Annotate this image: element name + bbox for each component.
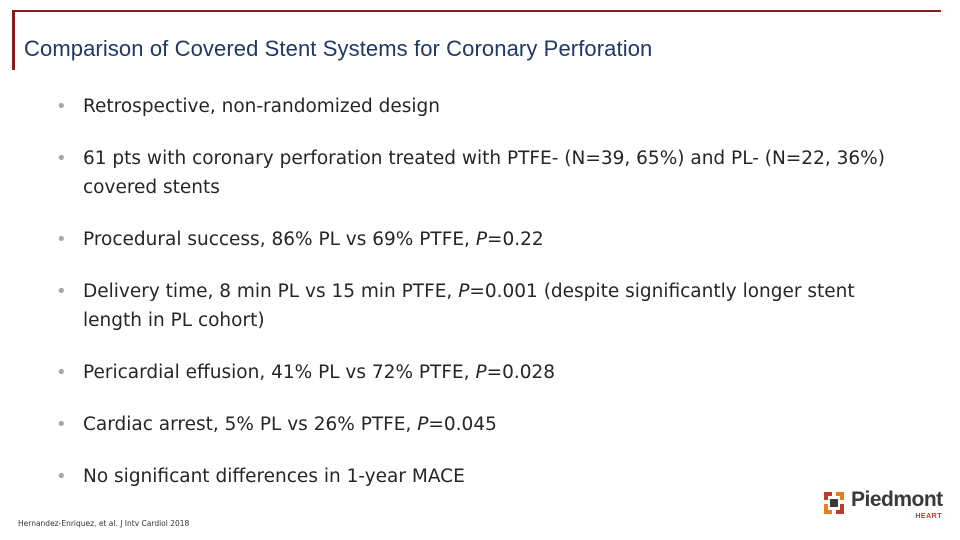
bullet-text: No significant differences in 1-year MAC… <box>83 466 465 487</box>
bullet-dot: • <box>56 281 67 302</box>
bullet-text: 61 pts with coronary perforation treated… <box>83 148 885 198</box>
bullet-dot: • <box>56 362 67 383</box>
bullet-text: Procedural success, 86% PL vs 69% PTFE, <box>83 229 476 250</box>
bullet-dot: • <box>56 96 67 117</box>
bullet-dot: • <box>56 414 67 435</box>
title-frame-top <box>12 10 941 12</box>
bullet-text: Delivery time, 8 min PL vs 15 min PTFE, <box>83 281 459 302</box>
bullet-text: Pericardial effusion, 41% PL vs 72% PTFE… <box>83 362 476 383</box>
slide-title: Comparison of Covered Stent Systems for … <box>24 36 653 61</box>
p-value-label: P <box>458 281 470 302</box>
p-value-label: P <box>475 362 487 383</box>
bullet-item: • Cardiac arrest, 5% PL vs 26% PTFE, P=0… <box>56 410 886 439</box>
bullet-text: Retrospective, non-randomized design <box>83 96 441 117</box>
bullet-dot: • <box>56 466 67 487</box>
bullet-dot: • <box>56 148 67 169</box>
bullet-text: Cardiac arrest, 5% PL vs 26% PTFE, <box>83 414 418 435</box>
p-value: =0.001 (despite significantly longer ste… <box>83 281 855 331</box>
p-value: =0.045 <box>428 414 497 435</box>
p-value-label: P <box>417 414 429 435</box>
bullet-item: • Delivery time, 8 min PL vs 15 min PTFE… <box>56 277 886 335</box>
p-value: =0.22 <box>486 229 544 250</box>
bullet-list: • Retrospective, non-randomized design •… <box>56 92 886 514</box>
title-frame-left <box>12 10 15 70</box>
logo-subtitle: HEART <box>915 513 942 520</box>
logo-wordmark: Piedmont <box>851 488 943 511</box>
bullet-dot: • <box>56 229 67 250</box>
bullet-item: • 61 pts with coronary perforation treat… <box>56 144 886 202</box>
citation-footnote: Hernandez-Enriquez, et al. J Intv Cardio… <box>18 519 190 528</box>
bullet-item: • No significant differences in 1-year M… <box>56 462 886 491</box>
piedmont-heart-logo: Piedmont HEART <box>822 488 946 524</box>
p-value: =0.028 <box>486 362 556 383</box>
bullet-item: • Retrospective, non-randomized design <box>56 92 886 121</box>
piedmont-logo-mark-icon <box>824 492 844 514</box>
bullet-item: • Procedural success, 86% PL vs 69% PTFE… <box>56 225 886 254</box>
p-value-label: P <box>475 229 487 250</box>
bullet-item: • Pericardial effusion, 41% PL vs 72% PT… <box>56 358 886 387</box>
